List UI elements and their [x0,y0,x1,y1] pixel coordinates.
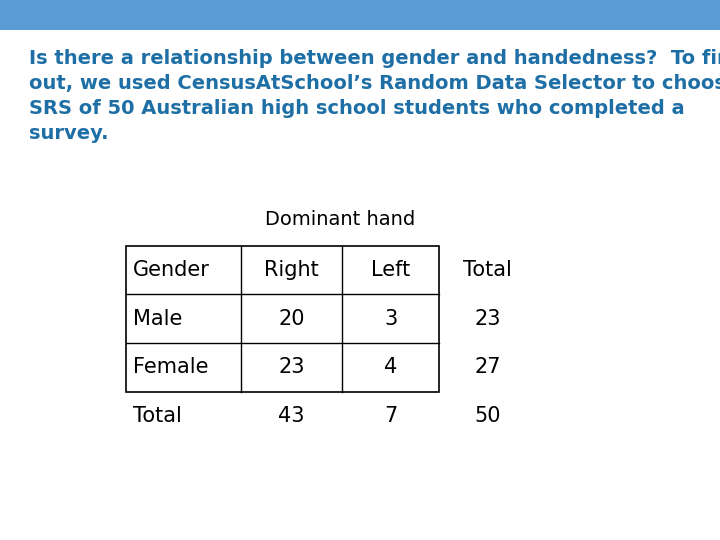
Text: Female: Female [133,357,209,377]
Bar [126,246,439,392]
Text: Total: Total [464,260,512,280]
Text: 3: 3 [384,308,397,329]
Text: Male: Male [133,308,183,329]
Text: Dominant hand: Dominant hand [265,211,415,229]
Text: 23: 23 [279,357,305,377]
Text: 4: 4 [384,357,397,377]
Text: 20: 20 [279,308,305,329]
Text: 7: 7 [384,406,397,426]
Text: Left: Left [371,260,410,280]
Text: Is there a relationship between gender and handedness?  To find
out, we used Cen: Is there a relationship between gender a… [29,49,720,143]
Text: 27: 27 [474,357,501,377]
Text: 43: 43 [279,406,305,426]
Text: 50: 50 [474,406,501,426]
FancyBboxPatch shape [0,0,720,30]
Text: Gender: Gender [133,260,210,280]
Text: Total: Total [133,406,182,426]
Text: Right: Right [264,260,319,280]
Text: 23: 23 [474,308,501,329]
